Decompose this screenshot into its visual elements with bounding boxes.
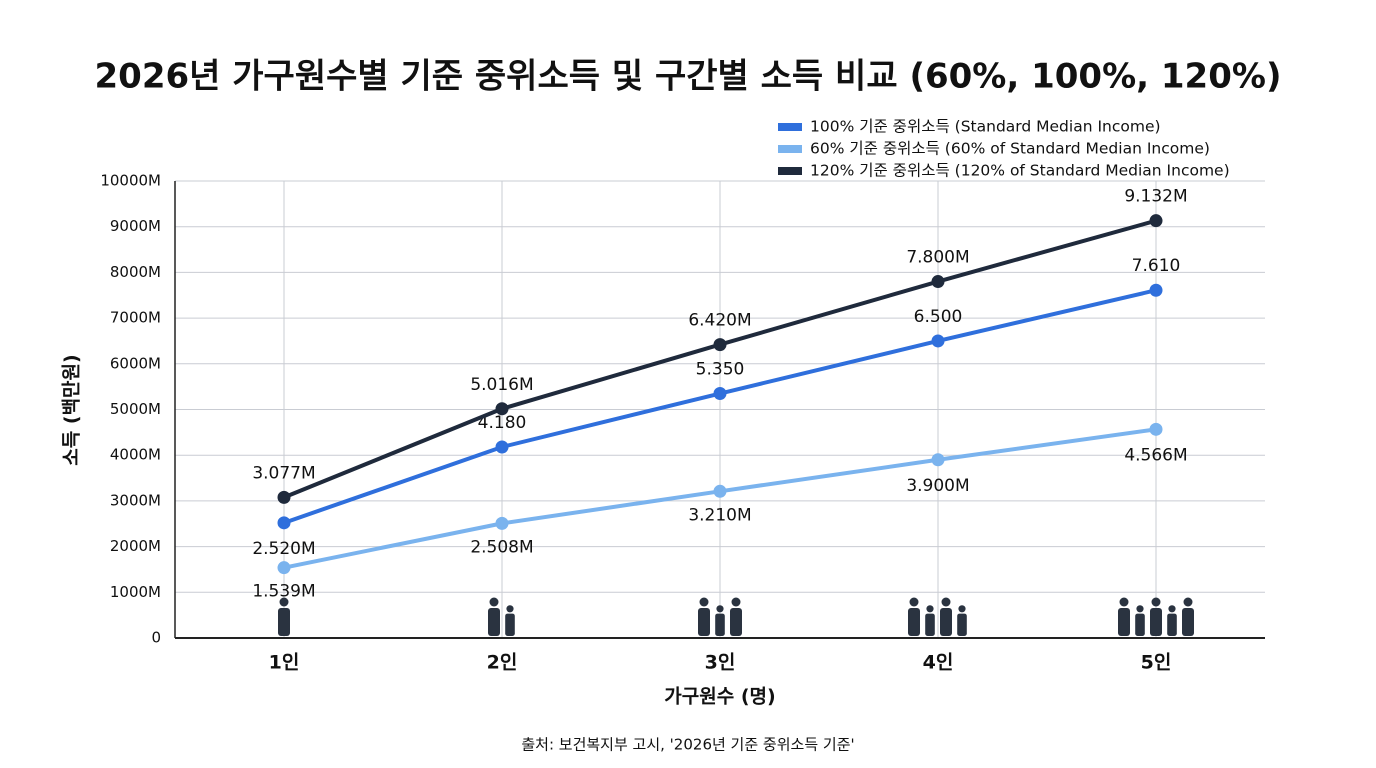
data-label: 1.539M (252, 582, 315, 602)
chart-title: 2026년 가구원수별 기준 중위소득 및 구간별 소득 비교 (60%, 10… (95, 57, 1282, 97)
person-icon-body (940, 608, 952, 636)
y-tick-label: 9000M (110, 217, 161, 235)
data-label: 2.508M (470, 537, 533, 557)
data-label: 6.500 (914, 307, 963, 327)
person-icon-head (506, 605, 514, 613)
data-point (1149, 214, 1163, 228)
y-tick-label: 1000M (110, 583, 161, 601)
y-tick-label: 4000M (110, 446, 161, 464)
x-tick-label: 3인 (705, 652, 736, 674)
person-icon-body (488, 608, 500, 636)
x-tick-label: 5인 (1141, 652, 1172, 674)
y-tick-label: 10000M (100, 172, 161, 190)
legend-label: 100% 기준 중위소득 (Standard Median Income) (810, 118, 1161, 136)
person-icon-body (1135, 613, 1145, 636)
data-point (277, 516, 291, 530)
data-point (495, 440, 509, 454)
person-icon-body (1167, 613, 1177, 636)
data-label: 5.350 (696, 360, 745, 380)
data-point (713, 338, 727, 352)
person-icon-body (730, 608, 742, 636)
legend-swatch (778, 167, 802, 175)
data-point (931, 453, 945, 467)
data-label: 2.520M (252, 539, 315, 559)
y-tick-label: 0 (151, 629, 161, 647)
household-icon (908, 597, 967, 636)
person-icon-body (957, 613, 967, 636)
data-point (931, 334, 945, 348)
y-tick-label: 5000M (110, 400, 161, 418)
data-label: 3.077M (252, 463, 315, 483)
data-label: 9.132M (1124, 187, 1187, 207)
legend-swatch (778, 145, 802, 153)
household-icon (488, 597, 515, 636)
person-icon-body (1118, 608, 1130, 636)
person-icon-body (698, 608, 710, 636)
person-icon-head (1168, 605, 1176, 613)
data-point (713, 387, 727, 401)
y-tick-label: 2000M (110, 537, 161, 555)
data-label: 6.420M (688, 311, 751, 331)
household-icon (1118, 597, 1194, 636)
person-icon-head (1183, 597, 1193, 607)
person-icon-head (699, 597, 709, 607)
data-label: 4.566M (1124, 445, 1187, 465)
data-point (277, 561, 291, 575)
x-axis-label: 가구원수 (명) (664, 686, 775, 708)
person-icon-body (715, 613, 725, 636)
person-icon-head (716, 605, 724, 613)
legend-label: 120% 기준 중위소득 (120% of Standard Median In… (810, 162, 1230, 180)
data-point (713, 484, 727, 498)
legend-label: 60% 기준 중위소득 (60% of Standard Median Inco… (810, 140, 1210, 158)
data-label: 7.800M (906, 248, 969, 268)
person-icon-head (489, 597, 499, 607)
y-tick-label: 7000M (110, 309, 161, 327)
person-icon-head (731, 597, 741, 607)
person-icon-body (925, 613, 935, 636)
person-icon-head (941, 597, 951, 607)
x-tick-label: 2인 (487, 652, 518, 674)
person-icon-body (1150, 608, 1162, 636)
person-icon-head (1119, 597, 1129, 607)
data-label: 3.210M (688, 505, 751, 525)
person-icon-head (279, 597, 289, 607)
household-icon (698, 597, 742, 636)
person-icon-head (1151, 597, 1161, 607)
person-icon-head (958, 605, 966, 613)
person-icon-body (908, 608, 920, 636)
data-point (277, 490, 291, 504)
person-icon-body (505, 613, 515, 636)
person-icon-body (1182, 608, 1194, 636)
legend-swatch (778, 123, 802, 131)
person-icon-body (278, 608, 290, 636)
y-tick-label: 8000M (110, 263, 161, 281)
y-tick-label: 3000M (110, 491, 161, 509)
household-icon (278, 597, 290, 636)
data-point (495, 402, 509, 416)
person-icon-head (926, 605, 934, 613)
person-icon-head (1136, 605, 1144, 613)
source-note: 출처: 보건복지부 고시, '2026년 기준 중위소득 기준' (521, 736, 854, 754)
y-tick-label: 6000M (110, 354, 161, 372)
data-point (931, 275, 945, 289)
person-icon-head (909, 597, 919, 607)
data-label: 7.610 (1132, 256, 1181, 276)
data-label: 4.180 (478, 413, 527, 433)
data-label: 3.900M (906, 476, 969, 496)
data-point (1149, 422, 1163, 436)
x-tick-label: 1인 (269, 652, 300, 674)
data-label: 5.016M (470, 375, 533, 395)
y-axis-label: 소득 (백만원) (61, 354, 83, 465)
x-tick-label: 4인 (923, 652, 954, 674)
data-point (1149, 283, 1163, 297)
data-point (495, 516, 509, 530)
